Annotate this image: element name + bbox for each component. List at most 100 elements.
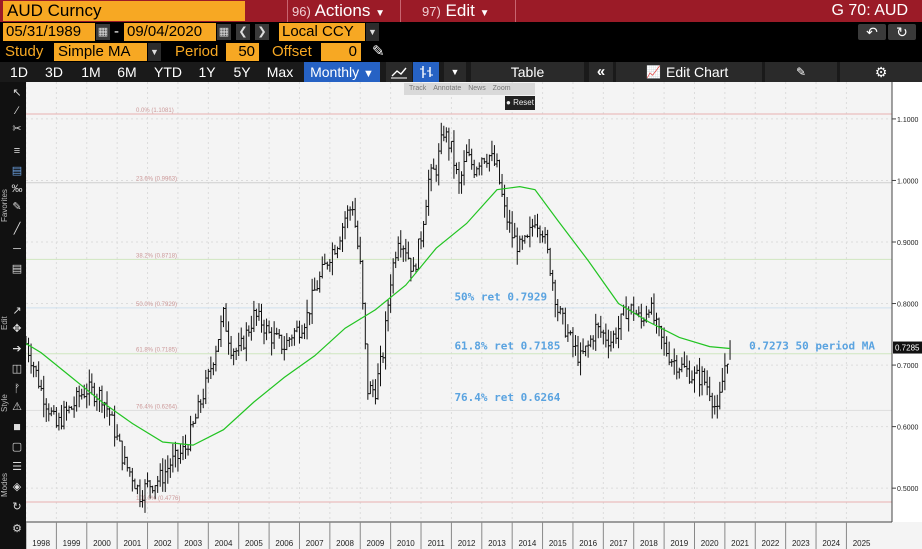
period-5y[interactable]: 5Y [233,64,251,80]
fib-level-label: 100.0% (0.4776) [136,496,180,502]
line-chart-icon[interactable] [386,62,412,82]
edit-chart-button[interactable]: 📈 Edit Chart [616,62,762,82]
x-tick-label: 2019 [670,539,688,548]
edit-label: Edit [445,1,475,20]
currency-select[interactable]: Local CCY [279,23,365,41]
pen-icon[interactable]: ✎ [372,43,385,60]
frequency-label: Monthly [310,64,360,80]
x-tick-label: 2008 [336,539,354,548]
horizontal-line-icon[interactable]: ─ [13,243,21,255]
actions-label: Actions [314,1,371,20]
y-tick-label: 0.8000 [897,302,919,309]
y-tick-label: 1.0000 [897,178,919,185]
undo-button[interactable]: ↶ [858,24,886,40]
title-bar: AUD Curncy 96) Actions ▼ 97) Edit ▼ G 70… [0,0,922,22]
period-label: Period [175,43,219,60]
zoom-mode[interactable]: Zoom [492,85,511,92]
x-tick-label: 2013 [488,539,506,548]
move-icon[interactable]: ✥ [12,323,22,335]
edit-menu[interactable]: 97) Edit ▼ [422,0,512,22]
percent-icon[interactable]: ‰ [11,183,23,195]
chevron-down-icon[interactable]: ▼ [148,43,161,61]
period-1m[interactable]: 1M [81,64,101,80]
study-select[interactable]: Simple MA [54,43,147,61]
copy-icon[interactable]: ◫ [11,363,23,375]
cursor-icon[interactable]: ↖ [12,87,22,99]
annotation-label: 76.4% ret 0.6264 [454,391,560,404]
y-tick-label: 1.1000 [897,117,919,124]
refresh-button[interactable]: ↻ [888,24,916,40]
color-icon[interactable]: ◾ [12,421,22,433]
settings-mode-icon[interactable]: ⚙ [12,523,22,535]
x-tick-label: 2021 [731,539,749,548]
x-tick-label: 2025 [853,539,871,548]
fib-icon[interactable]: ≡ [13,145,21,157]
alert-icon[interactable]: ⚠ [12,401,22,413]
calendar-icon[interactable]: ▦ [96,24,110,40]
x-tick-label: 2006 [275,539,293,548]
style-icon[interactable]: ▢ [11,441,23,453]
last-price-label: 0.7285 [895,344,920,353]
table-button[interactable]: Table [471,62,584,82]
x-tick-label: 2022 [762,539,780,548]
favorites-label: Favorites [0,189,9,222]
actions-menu[interactable]: 96) Actions ▼ [292,0,392,22]
fib-level-label: 23.6% (0.9963) [136,177,177,183]
price-chart[interactable]: 0.0% (1.1081) 23.6% (0.9963) 38.2% (0.8718… [26,82,922,549]
reset-zoom-button[interactable]: ● Reset [505,96,535,110]
x-tick-label: 2002 [154,539,172,548]
date-range-row: 05/31/1989 ▦ - 09/04/2020 ▦ ❮ ❯ Local CC… [0,22,922,42]
mode-icon[interactable]: ◈ [12,481,22,493]
chevron-left-icon[interactable]: ❮ [236,24,250,40]
period-3d[interactable]: 3D [45,64,63,80]
x-tick-label: 2024 [822,539,840,548]
style-strip-label: Style [0,394,9,412]
chevron-down-icon[interactable]: ▼ [444,62,466,82]
offset-input[interactable]: 0 [321,43,361,61]
chevron-right-icon[interactable]: ❯ [255,24,269,40]
news-mode[interactable]: News [468,85,486,92]
chevron-down-icon: ▼ [375,8,385,19]
double-chevron-left-icon[interactable]: « [589,62,613,82]
x-tick-label: 2012 [458,539,476,548]
gear-icon[interactable]: ⚙ [840,62,922,82]
refresh-mode-icon[interactable]: ↻ [12,501,22,513]
period-max[interactable]: Max [266,64,294,80]
trendline-icon[interactable]: ∕ [16,105,18,117]
frequency-select[interactable]: Monthly ▼ [304,62,380,82]
start-date-field[interactable]: 05/31/1989 [3,23,95,41]
period-1d[interactable]: 1D [10,64,28,80]
text-icon[interactable]: ᚠ [13,383,21,395]
ticker-field[interactable]: AUD Curncy [3,1,245,21]
layers-icon[interactable]: ☰ [12,461,22,473]
x-tick-label: 2016 [579,539,597,548]
fib-level-label: 76.4% (0.6264) [136,404,177,410]
annotate-mode[interactable]: Annotate [433,85,462,92]
arrow-tool-icon[interactable]: ↗ [12,305,22,317]
x-tick-label: 2003 [184,539,202,548]
end-date-field[interactable]: 09/04/2020 [124,23,216,41]
x-tick-label: 2000 [93,539,111,548]
x-tick-label: 2001 [123,539,141,548]
annotate-icon[interactable]: ✎ [765,62,837,82]
track-mode[interactable]: Track [409,85,427,92]
chevron-down-icon[interactable]: ▼ [366,23,379,41]
x-tick-label: 2015 [549,539,567,548]
calendar-icon[interactable]: ▦ [217,24,231,40]
period-ytd[interactable]: YTD [154,64,182,80]
bar-chart-icon[interactable] [413,62,439,82]
period-1y[interactable]: 1Y [198,64,216,80]
table-label: Table [510,64,545,80]
period-input[interactable]: 50 [226,43,259,61]
line-tool-icon[interactable]: ╱ [13,223,21,235]
period-6m[interactable]: 6M [117,64,137,80]
pointer-icon[interactable]: ➔ [12,343,22,355]
scissors-icon[interactable]: ✂ [12,123,22,135]
x-tick-label: 2007 [306,539,324,548]
ruler-icon[interactable]: ▤ [11,263,23,275]
chevron-down-icon: ▼ [363,68,374,80]
pencil-icon[interactable]: ✎ [12,201,22,213]
channel-icon[interactable]: ▤ [11,165,23,177]
edit-strip-label: Edit [0,316,9,330]
